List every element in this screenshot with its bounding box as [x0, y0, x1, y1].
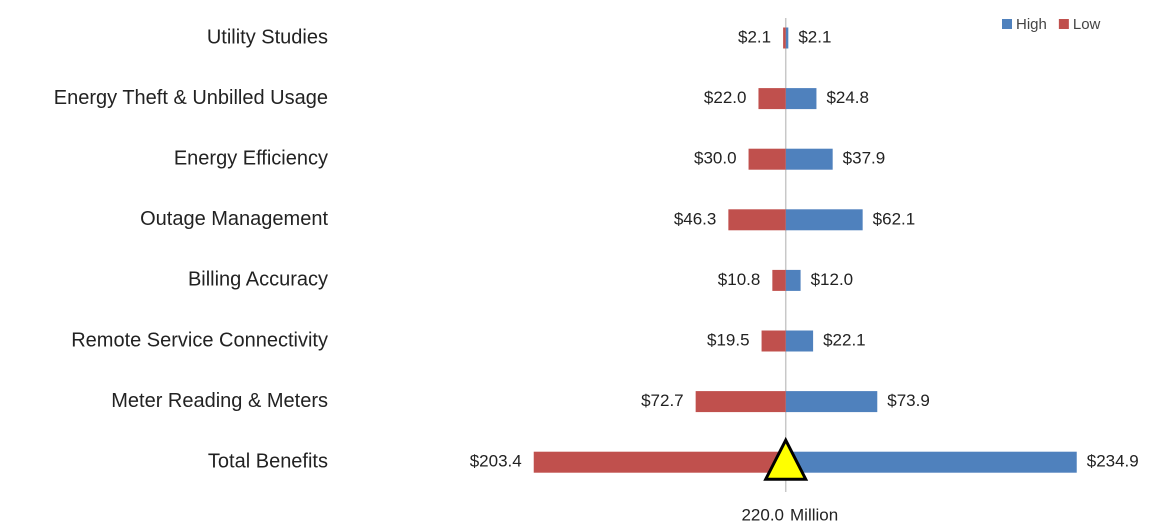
- value-label: $73.9: [887, 391, 930, 410]
- value-label: $22.0: [704, 88, 747, 107]
- value-label: $72.7: [641, 391, 684, 410]
- baseline-label: 220.0: [741, 505, 784, 524]
- value-label: $19.5: [707, 330, 750, 349]
- category-label: Energy Efficiency: [174, 147, 328, 169]
- bar: [772, 269, 786, 291]
- value-label: $10.8: [718, 270, 761, 289]
- value-label: $24.8: [826, 88, 869, 107]
- value-label: $12.0: [811, 270, 854, 289]
- category-label: Energy Theft & Unbilled Usage: [54, 87, 328, 109]
- value-label: $22.1: [823, 330, 866, 349]
- bar: [761, 330, 786, 352]
- value-label: $2.1: [738, 27, 771, 46]
- bar: [728, 209, 786, 231]
- category-label: Outage Management: [140, 208, 328, 230]
- bar: [783, 27, 786, 49]
- value-label: $2.1: [798, 27, 831, 46]
- bar: [785, 88, 817, 110]
- bar: [533, 451, 786, 473]
- bar: [785, 209, 863, 231]
- legend-label: Low: [1073, 16, 1101, 33]
- value-label: $37.9: [843, 149, 886, 168]
- bar: [785, 451, 1077, 473]
- category-label: Remote Service Connectivity: [71, 329, 328, 351]
- value-label: $234.9: [1087, 452, 1139, 471]
- baseline-marker: [763, 436, 809, 481]
- category-label: Utility Studies: [207, 26, 328, 48]
- value-label: $203.4: [470, 452, 522, 471]
- bar: [695, 391, 786, 413]
- bar: [785, 269, 801, 291]
- bar: [748, 148, 786, 170]
- category-label: Billing Accuracy: [188, 269, 328, 291]
- legend-label: High: [1016, 16, 1047, 33]
- bar: [785, 330, 814, 352]
- category-label: Total Benefits: [208, 450, 328, 472]
- bar: [785, 148, 833, 170]
- legend-swatch: [1058, 19, 1069, 29]
- bar: [785, 27, 789, 49]
- value-label: $46.3: [674, 209, 717, 228]
- bar: [785, 391, 878, 413]
- category-label: Meter Reading & Meters: [111, 390, 328, 412]
- legend-swatch: [1002, 19, 1012, 29]
- value-label: $62.1: [873, 209, 916, 228]
- axis-label: Million: [790, 505, 838, 524]
- bar: [758, 88, 786, 110]
- value-label: $30.0: [694, 149, 737, 168]
